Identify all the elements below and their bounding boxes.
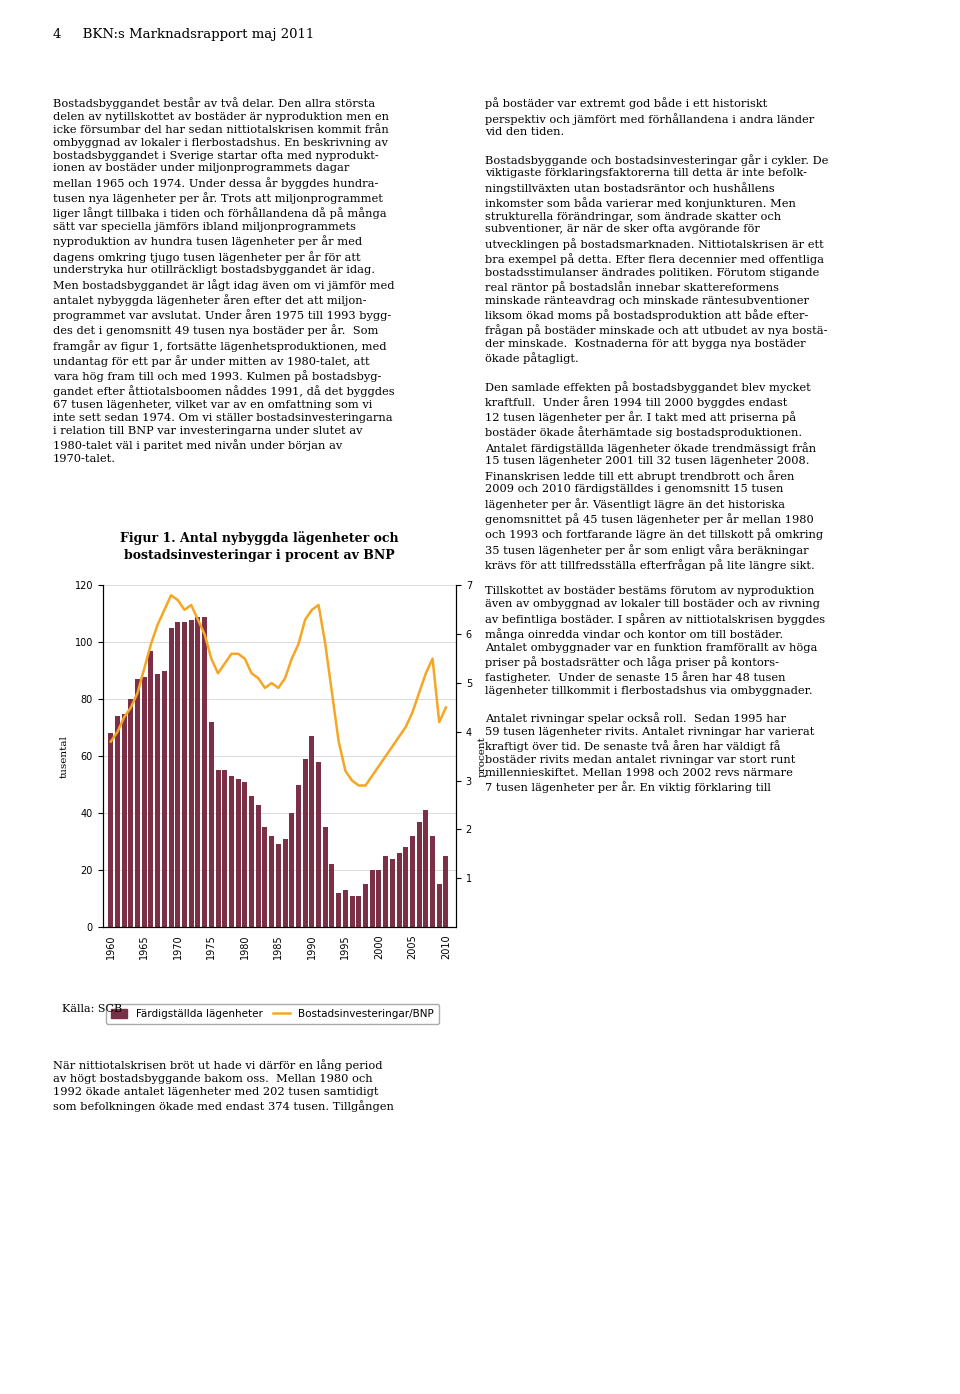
- Bar: [383, 856, 388, 927]
- Text: Källa: SCB: Källa: SCB: [62, 1004, 123, 1013]
- Bar: [222, 771, 228, 927]
- Bar: [403, 848, 408, 927]
- Bar: [376, 870, 381, 927]
- Bar: [262, 828, 268, 927]
- Bar: [196, 616, 201, 927]
- Text: Figur 1. Antal nybyggda lägenheter och
bostadsinvesteringar i procent av BNP: Figur 1. Antal nybyggda lägenheter och b…: [120, 531, 398, 562]
- Bar: [129, 700, 133, 927]
- Bar: [356, 896, 361, 927]
- Bar: [255, 804, 261, 927]
- Bar: [276, 845, 281, 927]
- Bar: [316, 763, 321, 927]
- Bar: [396, 853, 401, 927]
- Bar: [289, 813, 295, 927]
- Bar: [423, 810, 428, 927]
- Bar: [156, 673, 160, 927]
- Bar: [323, 828, 327, 927]
- Bar: [149, 651, 154, 927]
- Bar: [444, 856, 448, 927]
- Bar: [209, 722, 214, 927]
- Bar: [176, 623, 180, 927]
- Bar: [228, 776, 234, 927]
- Bar: [182, 623, 187, 927]
- Bar: [122, 714, 127, 927]
- Y-axis label: tusental: tusental: [60, 735, 69, 778]
- Bar: [370, 870, 374, 927]
- Bar: [309, 736, 314, 927]
- Bar: [410, 836, 415, 927]
- Text: Bostadsbyggandet består av två delar. Den allra största
delen av nytillskottet a: Bostadsbyggandet består av två delar. De…: [53, 98, 395, 464]
- Bar: [115, 717, 120, 927]
- Bar: [242, 782, 248, 927]
- Bar: [269, 836, 275, 927]
- Bar: [189, 619, 194, 927]
- Bar: [215, 771, 221, 927]
- Bar: [142, 676, 147, 927]
- Text: När nittiotalskrisen bröt ut hade vi därför en lång period
av högt bostadsbyggan: När nittiotalskrisen bröt ut hade vi där…: [53, 1059, 394, 1112]
- Y-axis label: procent: procent: [477, 736, 487, 776]
- Text: 4     BKN:s Marknadsrapport maj 2011: 4 BKN:s Marknadsrapport maj 2011: [53, 28, 314, 40]
- Bar: [302, 760, 308, 927]
- Bar: [108, 733, 113, 927]
- Text: på bostäder var extremt god både i ett historiskt
perspektiv och jämfört med för: på bostäder var extremt god både i ett h…: [485, 98, 828, 793]
- Bar: [363, 884, 368, 927]
- Bar: [296, 785, 301, 927]
- Bar: [235, 779, 241, 927]
- Bar: [329, 864, 334, 927]
- Bar: [343, 889, 348, 927]
- Bar: [169, 629, 174, 927]
- Bar: [437, 884, 442, 927]
- Bar: [349, 896, 354, 927]
- Bar: [417, 821, 421, 927]
- Bar: [390, 859, 395, 927]
- Bar: [336, 892, 341, 927]
- Bar: [135, 679, 140, 927]
- Bar: [430, 836, 435, 927]
- Legend: Färdigställda lägenheter, Bostadsinvesteringar/BNP: Färdigställda lägenheter, Bostadsinveste…: [106, 1004, 439, 1025]
- Bar: [162, 671, 167, 927]
- Bar: [249, 796, 254, 927]
- Bar: [203, 616, 207, 927]
- Bar: [282, 839, 288, 927]
